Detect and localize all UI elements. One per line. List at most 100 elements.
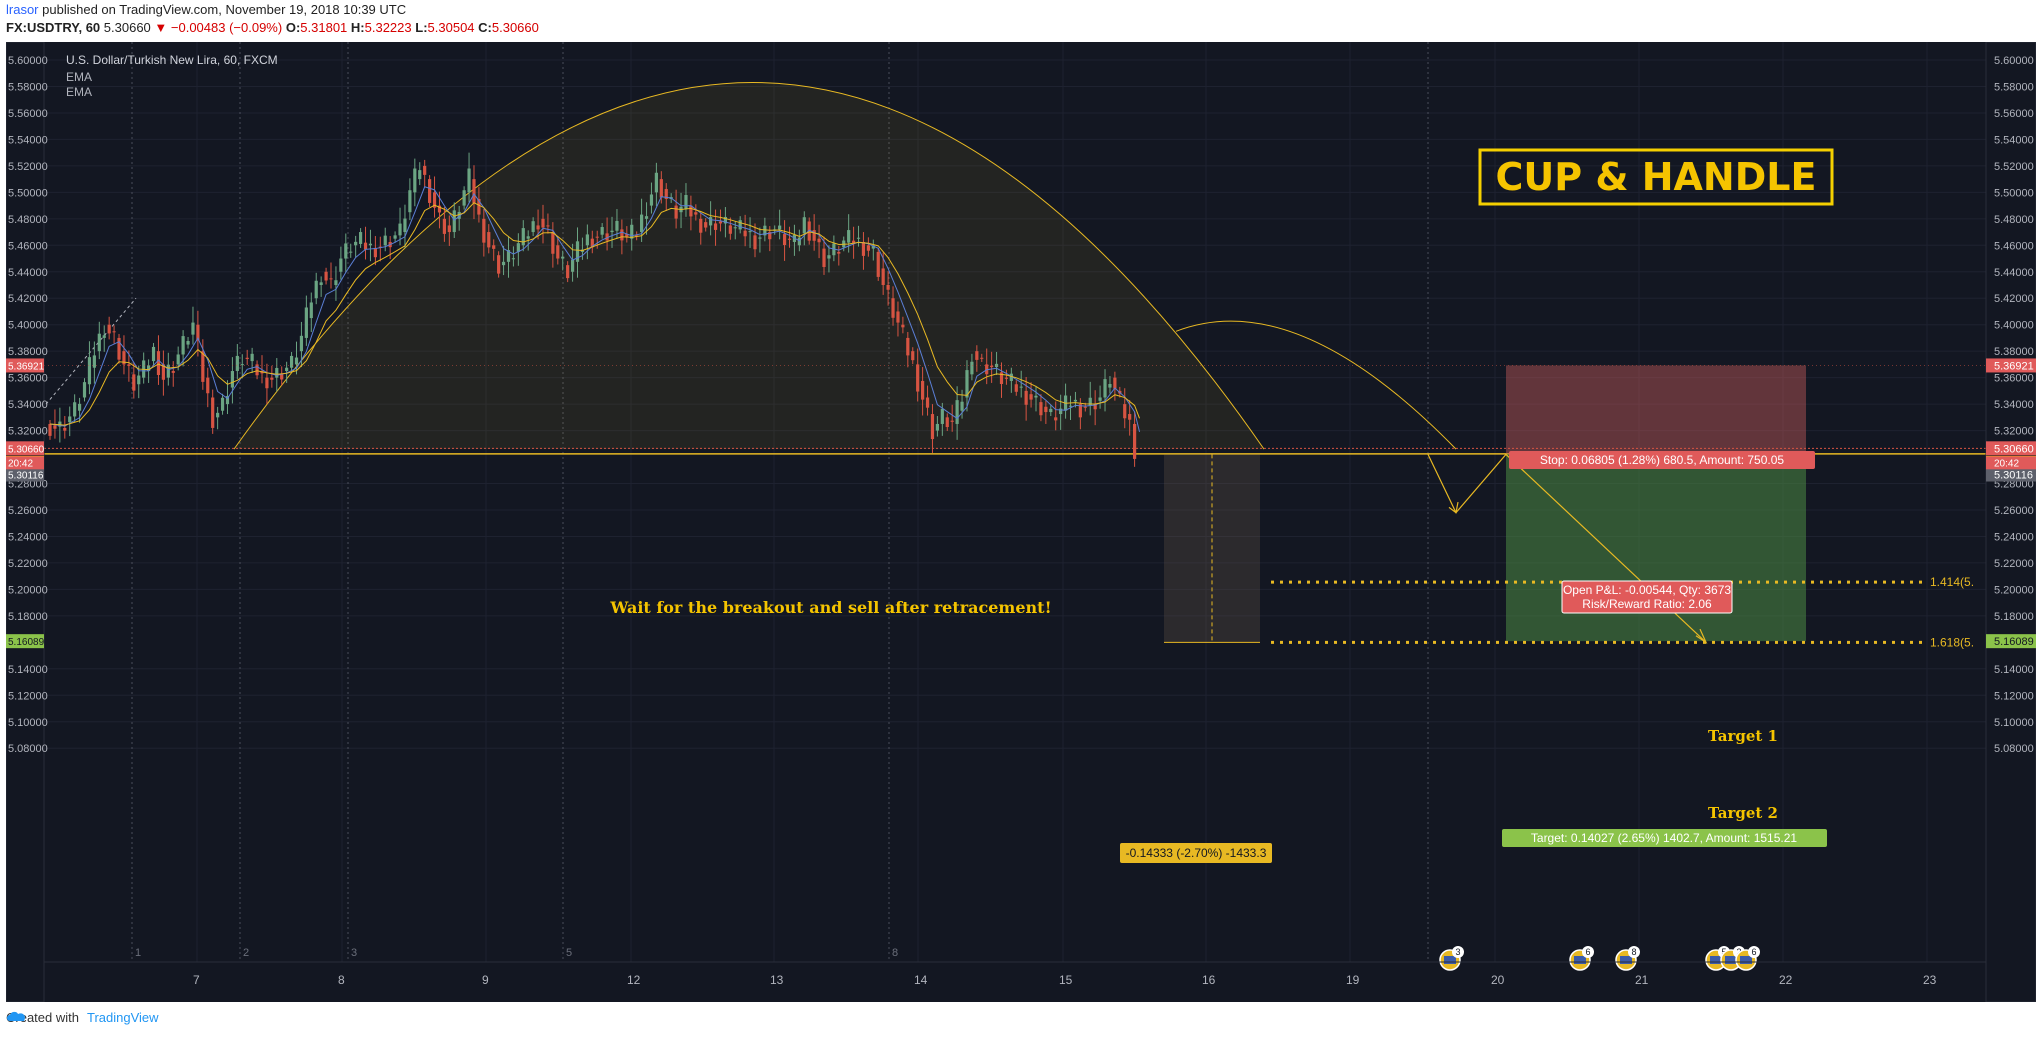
- candle-body: [1068, 405, 1073, 407]
- candle-body: [1073, 399, 1078, 402]
- candle-body: [161, 364, 165, 380]
- arrow-head-2: [1695, 628, 1708, 644]
- candle-body: [82, 382, 87, 398]
- last-price-badge-left-text: 5.30660: [8, 444, 45, 455]
- candle-body: [319, 282, 323, 285]
- y-tick-label-left: 5.50000: [8, 187, 48, 199]
- candle-body: [68, 416, 72, 423]
- candle-body: [1004, 377, 1009, 379]
- y-tick-label-left: 5.26000: [8, 505, 48, 517]
- y-tick-label-right: 5.46000: [1994, 240, 2034, 252]
- candle-body: [462, 190, 466, 206]
- candle-body: [1103, 379, 1107, 398]
- candle-body: [990, 365, 994, 368]
- candle-body: [358, 232, 363, 244]
- projection-arrow: [1427, 453, 1707, 643]
- countdown-right-box: [1986, 456, 2036, 470]
- y-tick-label-left: 5.14000: [8, 664, 48, 676]
- candle-body: [975, 351, 979, 360]
- flag-stripe: [1620, 956, 1632, 964]
- x-tick-label: 15: [1059, 973, 1073, 987]
- candle-body: [206, 377, 210, 394]
- candle-body: [423, 165, 427, 175]
- candle-body: [289, 355, 294, 368]
- y-tick-label-left: 5.40000: [8, 320, 48, 332]
- candle-body: [176, 354, 180, 365]
- y-tick-label-right: 5.24000: [1994, 531, 2034, 543]
- x-tick-label: 9: [482, 973, 489, 987]
- candle-body: [299, 335, 304, 352]
- tradingview-logo[interactable]: TradingView: [7, 1010, 159, 1025]
- ema-slow-line: [49, 202, 1140, 426]
- right-price-axis: [1985, 42, 2036, 1002]
- annotations: 1.414(5. 1.618(5. 3 6 8 5 2 6: [44, 364, 1986, 971]
- candle-body: [590, 238, 594, 248]
- candle-body: [684, 194, 688, 209]
- candle-body: [640, 214, 644, 233]
- candle-body: [497, 255, 501, 274]
- author-link[interactable]: lrasor: [6, 2, 39, 17]
- x-tick-label: 22: [1779, 973, 1793, 987]
- candle-body: [876, 251, 880, 277]
- candle-body: [861, 241, 866, 256]
- candle-body: [363, 242, 368, 250]
- candle-body: [482, 218, 486, 243]
- target-price-badge-left-text: 5.16089: [8, 637, 45, 648]
- y-tick-label-left: 5.18000: [8, 611, 48, 623]
- event-count: 3: [1455, 947, 1460, 957]
- measure-info-text: -0.14333 (-2.70%) -1433.3: [1126, 846, 1267, 860]
- candle-body: [851, 240, 856, 243]
- legend-title: U.S. Dollar/Turkish New Lira, 60, FXCM: [66, 53, 278, 67]
- candle-body: [334, 280, 338, 285]
- candle-body: [442, 218, 446, 234]
- low-label: L:: [415, 20, 428, 35]
- y-tick-label-left: 5.08000: [8, 743, 48, 755]
- candle-body: [871, 245, 875, 249]
- y-tick-label-right: 5.08000: [1994, 743, 2034, 755]
- candle-body: [201, 351, 205, 382]
- candle-body: [432, 192, 437, 208]
- candle-body: [196, 324, 200, 341]
- countdown-left-text: 20:42: [8, 458, 33, 469]
- candle-body: [1044, 406, 1048, 413]
- y-tick-label-left: 5.10000: [8, 717, 48, 729]
- candle-body: [487, 232, 491, 248]
- candle-body: [886, 284, 890, 290]
- candle-body: [383, 235, 387, 246]
- event-count-bubble: [1748, 946, 1760, 958]
- candle-body: [235, 355, 239, 372]
- ema-price-badge-left: [6, 467, 44, 482]
- y-tick-label-right: 5.32000: [1994, 426, 2034, 438]
- y-tick-label-right: 5.48000: [1994, 214, 2034, 226]
- candle-body: [1128, 414, 1132, 420]
- y-tick-label-right: 5.14000: [1994, 664, 2034, 676]
- y-tick-label-right: 5.20000: [1994, 584, 2034, 596]
- candle-body: [699, 218, 703, 233]
- y-tick-label-right: 5.18000: [1994, 611, 2034, 623]
- session-number: 3: [351, 947, 357, 959]
- candle-body: [191, 322, 195, 335]
- candle-body: [526, 236, 530, 239]
- candle-body: [1098, 397, 1102, 401]
- candle-body: [1034, 395, 1038, 398]
- candle-body: [225, 396, 230, 405]
- candle-body: [945, 417, 949, 428]
- candle-body: [585, 234, 589, 246]
- candle-body: [659, 179, 663, 198]
- candle-body: [428, 179, 432, 203]
- candle-body: [92, 355, 96, 368]
- candle-body: [408, 190, 412, 213]
- x-tick-label: 12: [627, 973, 641, 987]
- flag-stripe: [1710, 956, 1722, 964]
- candle-body: [102, 335, 106, 338]
- axes: 5.60000 5.60000 5.58000 5.58000 5.56000 5.560…: [6, 42, 2036, 1002]
- candle-body: [304, 307, 308, 338]
- candle-body: [620, 229, 624, 241]
- y-tick-label-left: 5.58000: [8, 81, 48, 93]
- candle-body: [521, 228, 525, 246]
- candle-body: [630, 224, 634, 239]
- x-tick-label: 21: [1635, 973, 1649, 987]
- candle-body: [1039, 402, 1043, 416]
